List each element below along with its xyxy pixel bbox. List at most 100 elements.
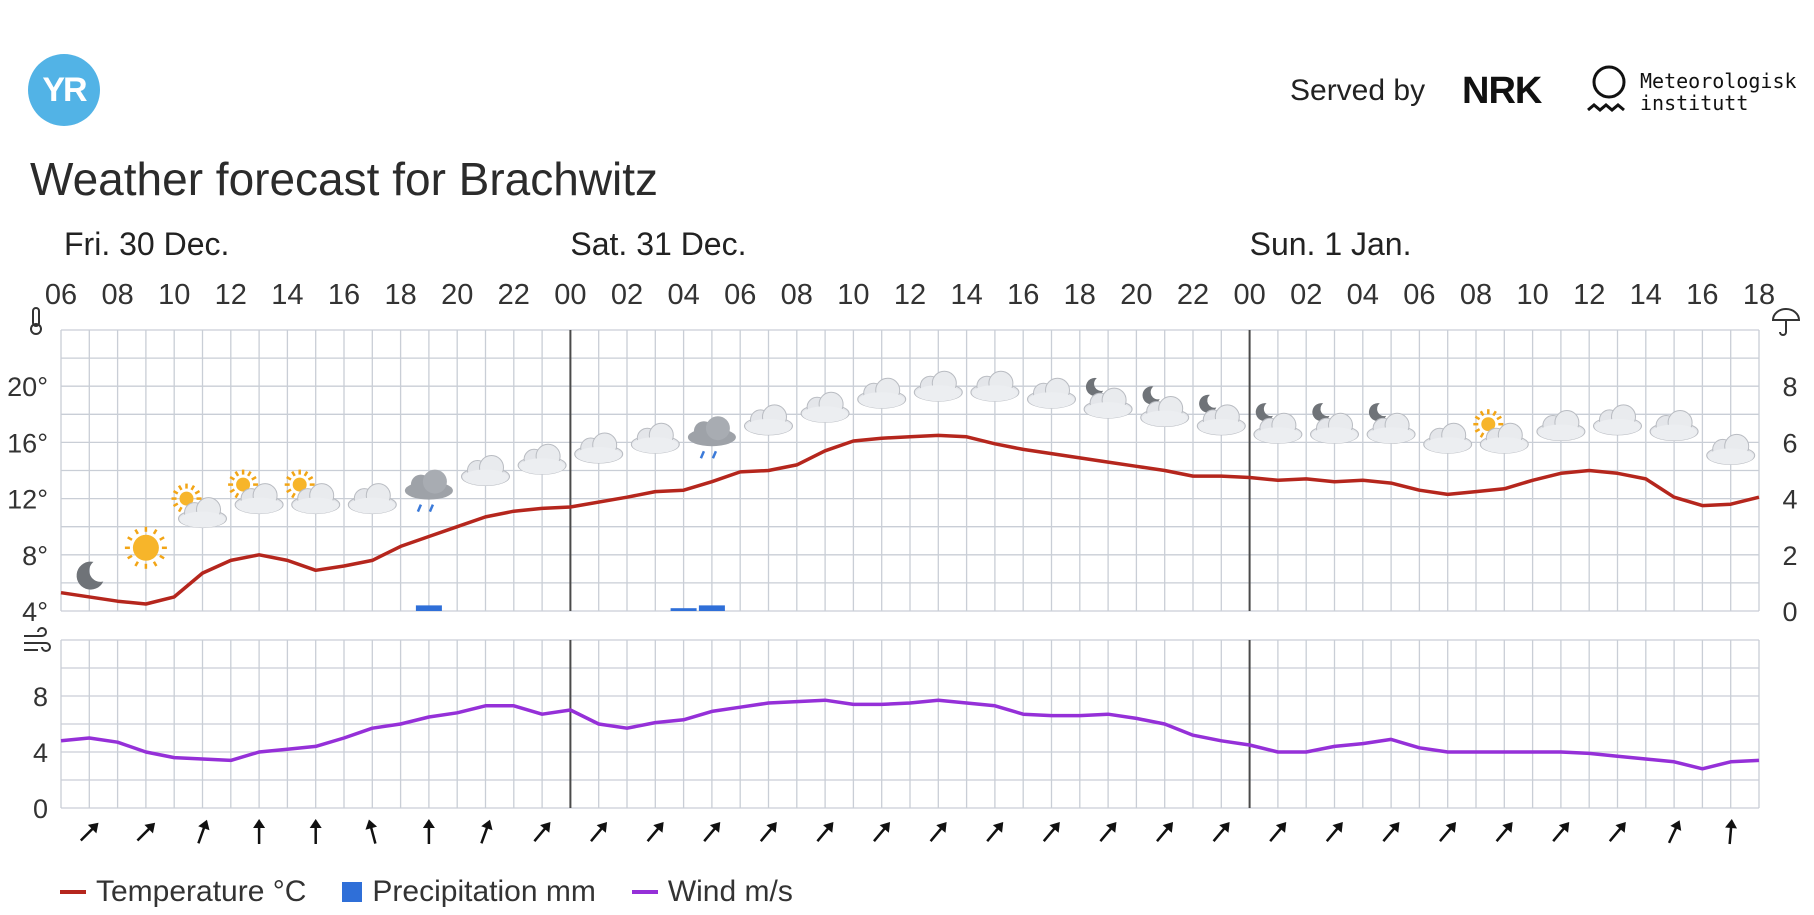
temperature-line [60, 433, 1760, 606]
legend-wind: Wind m/s [631, 875, 793, 909]
sun-icon [124, 526, 167, 569]
wind-direction-arrow [365, 819, 378, 844]
day-label: Sun. 1 Jan. [1250, 226, 1412, 262]
wind-direction-arrow [986, 822, 1004, 842]
cloud-icon [1649, 410, 1699, 441]
wind-direction-arrow [1725, 819, 1738, 845]
partly-cloudy-day-icon [1473, 409, 1529, 454]
hour-tick-label: 00 [1233, 279, 1265, 311]
hour-tick-label: 00 [554, 279, 586, 311]
met-institute-logo-icon[interactable] [1582, 62, 1636, 122]
wind-direction-arrow [1042, 822, 1060, 842]
precip-axis-label: 8 [1782, 372, 1797, 402]
hour-tick-label: 04 [1347, 279, 1379, 311]
wind-direction-arrow [1495, 822, 1513, 842]
thermometer-icon [30, 307, 42, 335]
legend-temperature: Temperature °C [60, 875, 306, 909]
wind-direction-arrow [873, 822, 891, 842]
wind-direction-arrow [703, 822, 721, 842]
legend-precipitation-label: Precipitation mm [372, 875, 596, 908]
legend-temperature-swatch [60, 890, 86, 894]
hour-tick-label: 16 [1686, 279, 1718, 311]
day-label: Fri. 30 Dec. [64, 226, 229, 262]
cloud-icon [857, 377, 907, 409]
hour-tick-label: 12 [894, 279, 926, 311]
wind-direction-arrow [136, 822, 156, 842]
legend-precipitation-swatch [342, 882, 363, 902]
wind-direction-arrow [1156, 822, 1174, 842]
wind-direction-arrow [309, 819, 322, 844]
cloud-icon [517, 443, 567, 475]
cloud-icon [630, 422, 680, 454]
wind-direction-arrow [1667, 820, 1682, 844]
met-institute-name: Meteorologisk institutt [1640, 69, 1797, 115]
wind-direction-arrow [759, 822, 777, 842]
temp-axis-label: 8° [22, 541, 48, 571]
yr-logo[interactable]: YR [28, 54, 100, 126]
wind-direction-arrow [79, 822, 99, 842]
nrk-logo[interactable]: NRK [1462, 70, 1542, 112]
cloud-icon [1027, 377, 1076, 409]
precipitation-bar [698, 605, 725, 611]
hour-tick-label: 08 [1460, 279, 1492, 311]
hour-tick-label: 08 [781, 279, 813, 311]
hour-tick-label: 20 [1120, 279, 1152, 311]
meteogram-chart: Fri. 30 Dec. Sat. 31 Dec. Sun. 1 Jan.06 08 1… [7, 226, 1801, 845]
partly-cloudy-day-icon [228, 469, 284, 515]
wind-direction-arrow [816, 822, 834, 842]
partly-cloudy-night-icon [1310, 403, 1359, 444]
partly-cloudy-night-icon [1366, 403, 1416, 444]
hour-tick-label: 20 [441, 279, 473, 311]
rain-cloud-icon [687, 416, 736, 459]
partly-cloudy-night-icon [1140, 386, 1190, 427]
hour-tick-label: 06 [45, 279, 77, 311]
wind-direction-arrow [1212, 822, 1230, 842]
temp-axis-label: 12° [7, 485, 48, 515]
wind-direction-arrow [590, 822, 608, 842]
wind-direction-arrow [646, 822, 664, 842]
wind-direction-arrow [422, 819, 435, 844]
wind-direction-arrow [1099, 822, 1117, 842]
legend-precipitation: Precipitation mm [342, 875, 596, 909]
hour-tick-label: 18 [1064, 279, 1096, 311]
cloud-icon [913, 370, 963, 402]
hour-tick-label: 04 [667, 279, 699, 311]
wind-axis-label: 8 [33, 682, 48, 712]
precip-axis-label: 4 [1782, 485, 1797, 515]
hour-tick-label: 06 [724, 279, 756, 311]
partly-cloudy-night-icon [1253, 403, 1303, 444]
hour-tick-label: 18 [384, 279, 416, 311]
yr-logo-text: YR [42, 70, 87, 109]
hour-tick-label: 10 [1516, 279, 1548, 311]
hour-tick-label: 14 [950, 279, 982, 311]
cloud-icon [1706, 433, 1756, 465]
wind-axis-label: 0 [33, 794, 48, 824]
wind-direction-arrow [197, 819, 210, 844]
temp-axis-label: 4° [22, 597, 48, 627]
wind-direction-arrow [1325, 822, 1343, 842]
hour-tick-label: 02 [1290, 279, 1322, 311]
legend-wind-label: Wind m/s [667, 875, 793, 908]
hour-tick-label: 14 [271, 279, 303, 311]
partly-cloudy-day-icon [171, 483, 227, 529]
wind-direction-arrow [533, 822, 551, 842]
cloud-icon [1593, 404, 1642, 436]
hour-tick-label: 16 [1007, 279, 1039, 311]
legend-wind-swatch [631, 890, 658, 894]
wind-direction-arrow [253, 819, 266, 844]
rain-cloud-icon [404, 469, 453, 513]
wind-icon [24, 627, 51, 652]
temp-axis-label: 16° [7, 428, 48, 458]
wind-direction-arrow [480, 819, 493, 844]
precip-axis-label: 6 [1782, 428, 1797, 458]
wind-direction-arrow [1552, 822, 1570, 842]
hour-tick-label: 22 [1177, 279, 1209, 311]
partly-cloudy-night-icon [1196, 394, 1246, 436]
moon-icon [76, 561, 104, 590]
cloud-icon [347, 483, 397, 515]
wind-line [60, 698, 1760, 771]
wind-direction-arrow [1439, 822, 1457, 842]
legend-temperature-label: Temperature °C [96, 875, 307, 908]
cloud-icon [574, 432, 624, 464]
hour-tick-label: 22 [498, 279, 530, 311]
